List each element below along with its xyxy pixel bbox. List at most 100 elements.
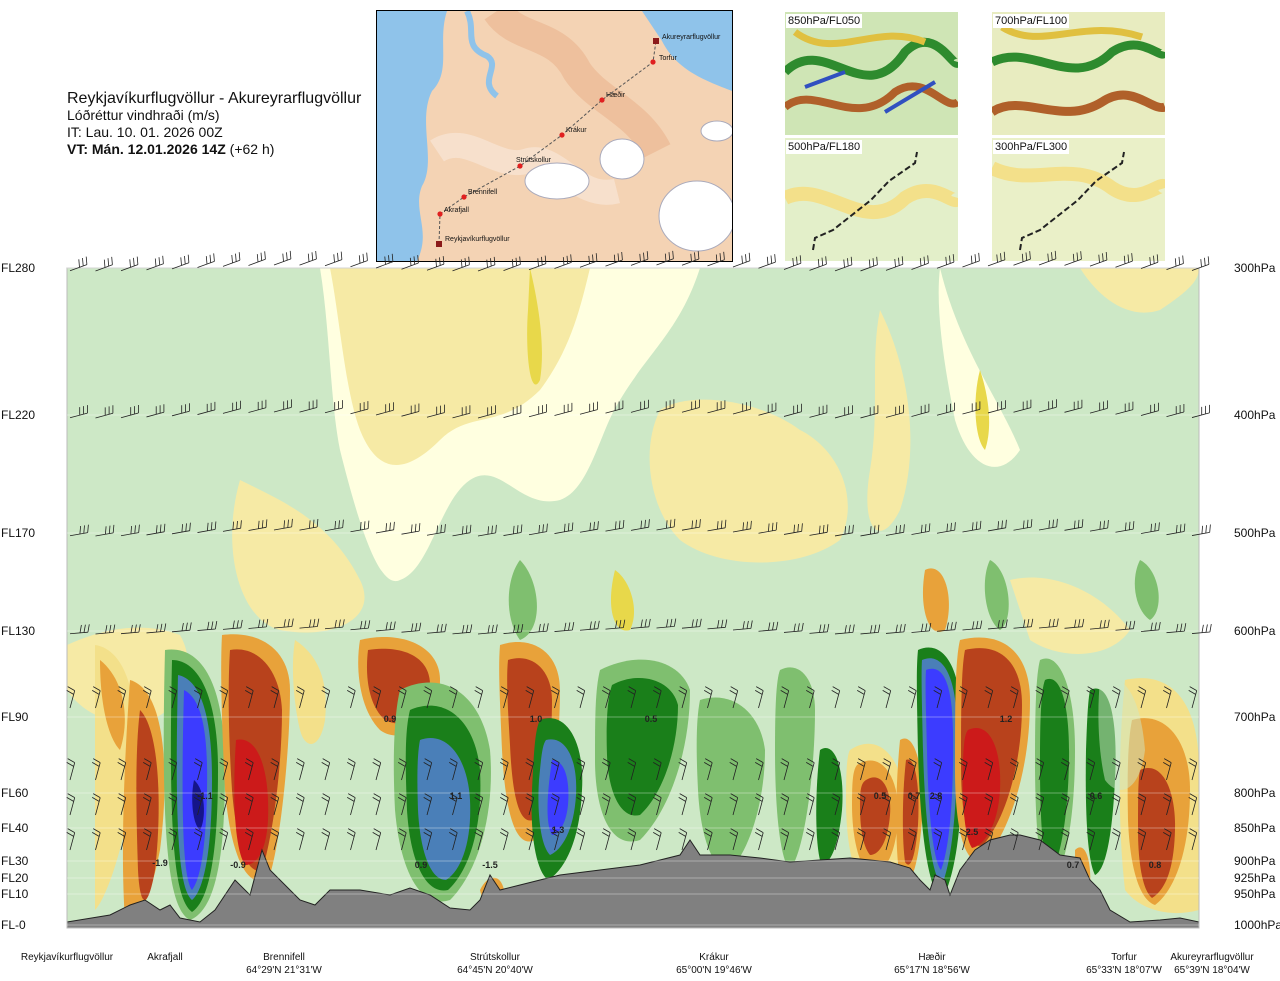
- wind-barb: [987, 619, 1008, 630]
- pressure-label-400hpa: 400hPa: [1234, 408, 1276, 422]
- fl-label-fl40: FL40: [1, 821, 29, 835]
- wind-barb: [168, 686, 178, 709]
- wind-barb: [397, 793, 407, 816]
- wind-barb: [1038, 250, 1057, 266]
- wind-barb: [984, 758, 994, 781]
- pressure-label-300hpa: 300hPa: [1234, 261, 1276, 275]
- waypoint-label: Reykjavíkurflugvöllur: [7, 951, 127, 964]
- wind-barb: [882, 758, 892, 781]
- wind-barb: [907, 758, 917, 781]
- wind-barb: [448, 758, 458, 781]
- wind-barb: [295, 758, 305, 781]
- wind-barb: [729, 758, 739, 781]
- map-waypoint-marker: [650, 59, 656, 65]
- wind-barb: [273, 250, 292, 266]
- wind-barb: [1162, 828, 1172, 851]
- map-waypoint-marker: [517, 163, 523, 169]
- wind-barb: [1009, 686, 1019, 709]
- wind-barb: [1137, 758, 1147, 781]
- wind-barb: [1086, 686, 1096, 709]
- wind-barb: [783, 403, 802, 417]
- wind-barb: [193, 686, 203, 709]
- wind-barb: [117, 793, 127, 816]
- thumbnail-850[interactable]: 850hPa/FL050: [785, 12, 958, 135]
- waypoint-name: Hæðir: [918, 952, 946, 963]
- wind-barb: [222, 400, 241, 414]
- wind-barb: [1013, 618, 1034, 629]
- wind-barb: [324, 619, 345, 630]
- wind-barb: [707, 251, 725, 267]
- wind-barb: [831, 686, 841, 709]
- wind-barb: [499, 686, 509, 709]
- wind-barb: [168, 793, 178, 816]
- wind-barb: [1188, 828, 1198, 851]
- wind-barb: [630, 519, 650, 531]
- wind-barb: [295, 686, 305, 709]
- value-annotation: 0.6: [1090, 791, 1103, 801]
- wind-barb: [350, 401, 369, 415]
- wind-barb: [754, 828, 764, 851]
- wind-barb: [987, 400, 1006, 414]
- wind-barb: [681, 251, 700, 266]
- wind-barb: [579, 253, 598, 268]
- wind-barb: [962, 252, 980, 268]
- wind-barb: [627, 793, 637, 816]
- wind-barb: [452, 256, 470, 272]
- wind-barb: [656, 250, 674, 266]
- thumbnail-300-map: [992, 138, 1165, 261]
- wind-barb: [1111, 686, 1121, 709]
- wind-barb: [270, 686, 280, 709]
- wind-barb: [1115, 253, 1133, 268]
- waypoint-name: Reykjavíkurflugvöllur: [20, 952, 114, 963]
- wind-barb: [248, 399, 267, 413]
- wind-barb: [375, 402, 394, 416]
- wind-barb: [375, 521, 395, 534]
- wind-barb: [117, 686, 127, 709]
- wind-barb: [678, 793, 688, 816]
- wind-barb: [193, 828, 203, 851]
- waypoint-label: Torfur 65°33'N 18°07'W: [1064, 951, 1184, 977]
- wind-barb: [860, 405, 879, 419]
- wind-barb: [1013, 399, 1032, 413]
- wind-barb: [69, 624, 90, 635]
- wind-barb: [1166, 404, 1185, 418]
- wind-barb: [1162, 758, 1172, 781]
- wind-barb: [984, 686, 994, 709]
- map-waypoint-label: Torfur: [659, 55, 678, 62]
- wind-barb: [273, 618, 294, 629]
- wind-barb: [401, 523, 421, 535]
- wind-barb: [452, 624, 473, 635]
- route-title: Reykjavíkurflugvöllur - Akureyrarflugvöl…: [67, 90, 362, 107]
- map-waypoint-label: Brennifell: [468, 189, 498, 196]
- wind-barb: [885, 524, 905, 536]
- wind-barb: [860, 524, 880, 537]
- wind-barb: [503, 524, 523, 536]
- wind-barb: [1166, 255, 1184, 271]
- wind-barb: [270, 793, 280, 816]
- wind-barb: [273, 518, 293, 531]
- wind-barb: [1064, 618, 1085, 629]
- fl-label-fl130: FL130: [1, 624, 36, 638]
- wind-barb: [809, 256, 827, 271]
- wind-barb: [120, 524, 140, 537]
- thumbnail-500[interactable]: 500hPa/FL180: [785, 138, 958, 261]
- thumbnail-700[interactable]: 700hPa/FL100: [992, 12, 1165, 135]
- wind-barb: [856, 793, 866, 816]
- wind-barb: [146, 523, 166, 536]
- wind-barb: [703, 828, 713, 851]
- wind-barb: [120, 405, 139, 419]
- thumbnail-300[interactable]: 300hPa/FL300: [992, 138, 1165, 261]
- value-annotation: -0.9: [230, 860, 246, 870]
- thumbnail-850-map: [785, 12, 958, 135]
- wind-barb: [984, 793, 994, 816]
- thumbnail-700-label: 700hPa/FL100: [993, 14, 1070, 28]
- wind-barb: [783, 622, 804, 633]
- wind-barb: [397, 686, 407, 709]
- wind-barb: [907, 793, 917, 816]
- thumbnail-300-label: 300hPa/FL300: [993, 140, 1070, 154]
- route-map-graphic: Akureyrarflugvöllur Torfur Hæðir Krákur Strú…: [377, 11, 732, 261]
- fl-label-fl220: FL220: [1, 408, 36, 422]
- wind-barb: [550, 793, 560, 816]
- wind-barb: [499, 758, 509, 781]
- waypoint-label: Brennifell 64°29'N 21°31'W: [224, 951, 344, 977]
